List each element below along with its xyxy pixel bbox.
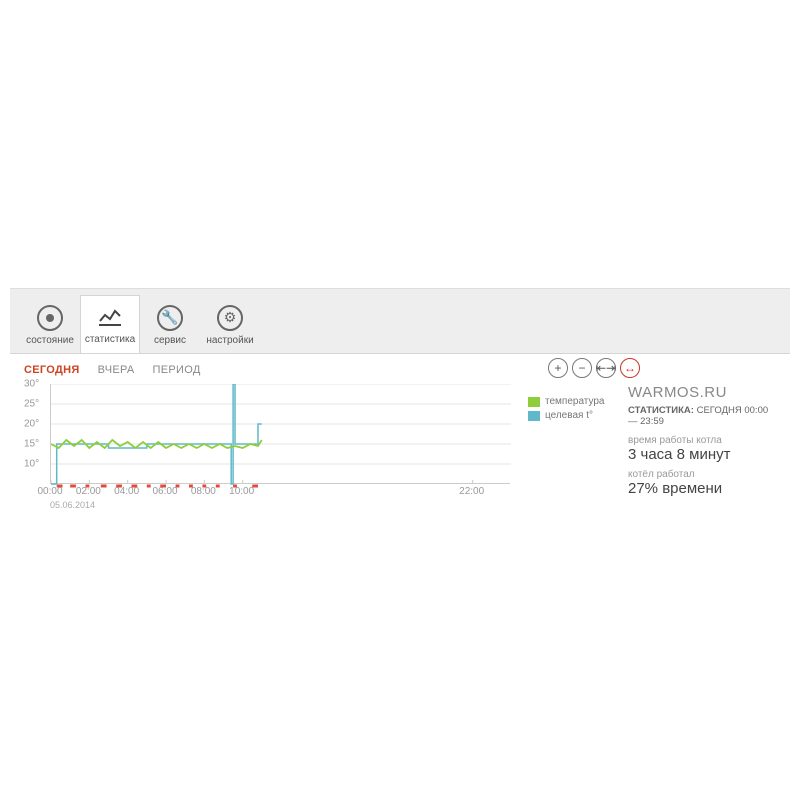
power-icon bbox=[37, 305, 63, 331]
chart-svg bbox=[51, 384, 511, 490]
nav-item-gear[interactable]: ⚙ настройки bbox=[200, 297, 260, 353]
wrench-icon: 🔧 bbox=[157, 305, 183, 331]
nav-item-label: сервис bbox=[154, 335, 186, 346]
legend-label: целевая t° bbox=[545, 410, 593, 421]
brand-label: WARMOS.RU bbox=[628, 384, 776, 401]
x-tick-label: 00:00 bbox=[37, 486, 62, 497]
x-tick-label: 04:00 bbox=[114, 486, 139, 497]
subtab-период[interactable]: ПЕРИОД bbox=[153, 364, 201, 376]
zoom-controls: +−⇤⇥↔ bbox=[548, 358, 640, 378]
duty-label: котёл работал bbox=[628, 469, 776, 480]
x-tick-label: 22:00 bbox=[459, 486, 484, 497]
x-tick-label: 08:00 bbox=[191, 486, 216, 497]
chart-wrap: 10°15°20°25°30° 00:0002:0004:0006:0008:0… bbox=[24, 384, 518, 510]
y-tick-label: 10° bbox=[24, 459, 39, 470]
legend-item: целевая t° bbox=[528, 410, 618, 421]
chart-legend: температура целевая t° bbox=[528, 384, 618, 510]
nav-item-power[interactable]: состояние bbox=[20, 297, 80, 353]
nav-item-wrench[interactable]: 🔧 сервис bbox=[140, 297, 200, 353]
legend-label: температура bbox=[545, 396, 605, 407]
main-row: 10°15°20°25°30° 00:0002:0004:0006:0008:0… bbox=[24, 384, 776, 510]
zoom-out-button[interactable]: − bbox=[572, 358, 592, 378]
x-tick-label: 02:00 bbox=[76, 486, 101, 497]
runtime-label: время работы котла bbox=[628, 435, 776, 446]
y-tick-label: 25° bbox=[24, 399, 39, 410]
x-tick-label: 06:00 bbox=[152, 486, 177, 497]
range-button[interactable]: ↔ bbox=[620, 358, 640, 378]
top-nav: состояние статистика 🔧 сервис ⚙ настройки bbox=[10, 289, 790, 353]
gear-icon: ⚙ bbox=[217, 305, 243, 331]
y-tick-label: 15° bbox=[24, 439, 39, 450]
chart-plot bbox=[50, 384, 510, 484]
nav-item-label: настройки bbox=[206, 335, 253, 346]
nav-item-label: состояние bbox=[26, 335, 74, 346]
x-tick-label: 10:00 bbox=[229, 486, 254, 497]
content-area: СЕГОДНЯ ВЧЕРА ПЕРИОД +−⇤⇥↔ 10° 15° 20° 25° 30°… bbox=[10, 353, 790, 528]
y-tick-label: 30° bbox=[24, 379, 39, 390]
chart-icon bbox=[97, 304, 123, 330]
legend-item: температура bbox=[528, 396, 618, 407]
legend-swatch bbox=[528, 411, 540, 421]
fit-button[interactable]: ⇤⇥ bbox=[596, 358, 616, 378]
date-stamp: 05.06.2014 bbox=[50, 500, 518, 510]
duty-value: 27% времени bbox=[628, 480, 776, 497]
x-axis: 00:0002:0004:0006:0008:0010:0022:00 bbox=[50, 484, 510, 498]
subtab-сегодня[interactable]: СЕГОДНЯ bbox=[24, 364, 80, 376]
stats-sidebar: WARMOS.RU СТАТИСТИКА: СЕГОДНЯ 00:00 — 23… bbox=[628, 384, 776, 510]
runtime-value: 3 часа 8 минут bbox=[628, 446, 776, 463]
stats-range-prefix: СТАТИСТИКА: bbox=[628, 405, 694, 416]
nav-item-chart[interactable]: статистика bbox=[80, 295, 140, 353]
zoom-in-button[interactable]: + bbox=[548, 358, 568, 378]
app-panel: состояние статистика 🔧 сервис ⚙ настройки СЕГ… bbox=[10, 288, 790, 528]
y-tick-label: 20° bbox=[24, 419, 39, 430]
stats-range: СТАТИСТИКА: СЕГОДНЯ 00:00 — 23:59 bbox=[628, 405, 776, 427]
legend-swatch bbox=[528, 397, 540, 407]
subtab-bar: СЕГОДНЯ ВЧЕРА ПЕРИОД bbox=[24, 364, 776, 376]
subtab-вчера[interactable]: ВЧЕРА bbox=[98, 364, 135, 376]
nav-item-label: статистика bbox=[85, 334, 135, 345]
